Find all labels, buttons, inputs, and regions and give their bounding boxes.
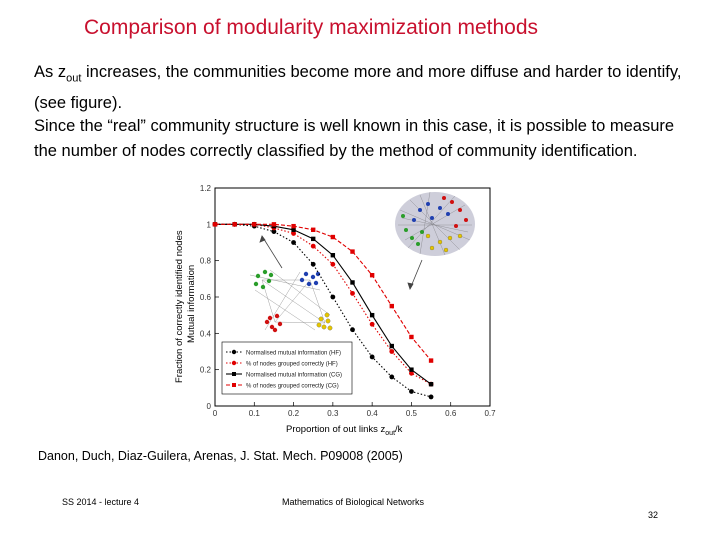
data-point (428, 394, 434, 400)
data-point (310, 261, 316, 267)
legend-marker (231, 360, 237, 366)
y-tick-label: 0.6 (200, 293, 212, 302)
x-axis-label: Proportion of out links zout/k (286, 424, 403, 437)
citation: Danon, Duch, Diaz-Guilera, Arenas, J. St… (38, 449, 403, 463)
slide-title: Comparison of modularity maximization me… (84, 16, 539, 39)
y-axis-label-1: Fraction of correctly identified nodes (174, 230, 185, 383)
y-axis-label-2: Mutual information (186, 265, 197, 343)
x-axis-label-sub: out (385, 430, 395, 437)
data-point (291, 231, 296, 236)
y-tick-label: 1.2 (200, 184, 212, 193)
data-point (271, 222, 277, 227)
data-point (369, 321, 375, 327)
data-point (291, 223, 296, 229)
data-point (311, 236, 316, 242)
data-point (389, 343, 394, 349)
inset-network-large (395, 191, 475, 256)
legend-label: Normalised mutual information (CG) (246, 373, 342, 379)
data-point (428, 382, 434, 387)
data-point (232, 222, 237, 227)
data-point (291, 227, 296, 232)
data-point (350, 290, 355, 296)
paragraph-1-start: As z (34, 63, 67, 81)
footer-left: SS 2014 - lecture 4 (62, 497, 140, 507)
data-point (369, 273, 375, 278)
data-point (330, 253, 336, 258)
data-point (350, 327, 355, 333)
page-number: 32 (648, 510, 659, 520)
x-axis-label-end: /k (395, 424, 403, 435)
data-point (271, 229, 277, 234)
inset-network-small (249, 269, 333, 333)
data-point (330, 261, 336, 267)
paragraph-1: As zout increases, the communities becom… (34, 60, 694, 116)
data-point (409, 367, 414, 372)
paragraph-1-end: increases, the communities become more a… (34, 63, 682, 113)
pointer-arrows (259, 235, 423, 290)
data-point (389, 374, 395, 380)
x-tick-label: 0.6 (445, 409, 457, 418)
data-point (428, 358, 434, 363)
data-point (310, 243, 316, 249)
x-tick-label: 0.3 (327, 409, 339, 418)
x-tick-label: 0.7 (484, 409, 496, 418)
x-tick-label: 0.5 (406, 409, 418, 418)
data-point (389, 349, 395, 354)
inset-cluster-yellow (316, 312, 333, 331)
legend-marker (231, 349, 237, 355)
modularity-chart: Normalised mutual information (HF) % of n… (174, 184, 496, 437)
y-tick-label: 0.8 (200, 257, 212, 266)
data-point (350, 249, 355, 254)
legend-label: Normalised mutual information (HF) (246, 351, 341, 357)
legend-label: % of nodes grouped correctly (CG) (246, 384, 339, 390)
data-point (409, 334, 414, 340)
series-line-0 (215, 223, 432, 398)
data-point (409, 370, 414, 376)
data-point (291, 240, 296, 245)
y-tick-label: 1 (207, 220, 212, 229)
y-tick-label: 0 (207, 402, 212, 411)
inset-cluster-green (253, 269, 274, 290)
data-point (330, 294, 336, 300)
legend-marker (232, 372, 236, 376)
x-tick-label: 0.4 (367, 409, 379, 418)
y-tick-label: 0.2 (200, 366, 212, 375)
y-tick-label: 0.4 (200, 329, 212, 338)
x-tick-label: 0.2 (288, 409, 300, 418)
data-point (330, 234, 336, 240)
inset-cluster-red (264, 313, 283, 333)
data-point (350, 280, 355, 285)
paragraph-2: Since the “real” community structure is … (34, 117, 675, 160)
footer-center: Mathematics of Biological Networks (282, 497, 425, 507)
data-point (369, 312, 375, 318)
x-axis-label-main: Proportion of out links z (286, 424, 386, 435)
data-point (369, 354, 375, 360)
data-point (409, 389, 414, 394)
x-tick-label: 0.1 (249, 409, 261, 418)
chart-legend: Normalised mutual information (HF) % of n… (221, 341, 353, 395)
series-line-3 (215, 223, 432, 361)
data-point (212, 222, 218, 227)
legend-box (221, 341, 353, 395)
x-tick-label: 0 (213, 409, 218, 418)
data-point (389, 303, 394, 309)
paragraph-1-subscript: out (66, 72, 82, 85)
inset-cluster-blue (299, 271, 321, 287)
modularity-figure: Normalised mutual information (HF) % of n… (170, 180, 500, 442)
data-point (252, 222, 257, 227)
legend-label: % of nodes grouped correctly (HF) (246, 362, 338, 368)
legend-marker (232, 383, 236, 387)
data-point (311, 227, 316, 232)
